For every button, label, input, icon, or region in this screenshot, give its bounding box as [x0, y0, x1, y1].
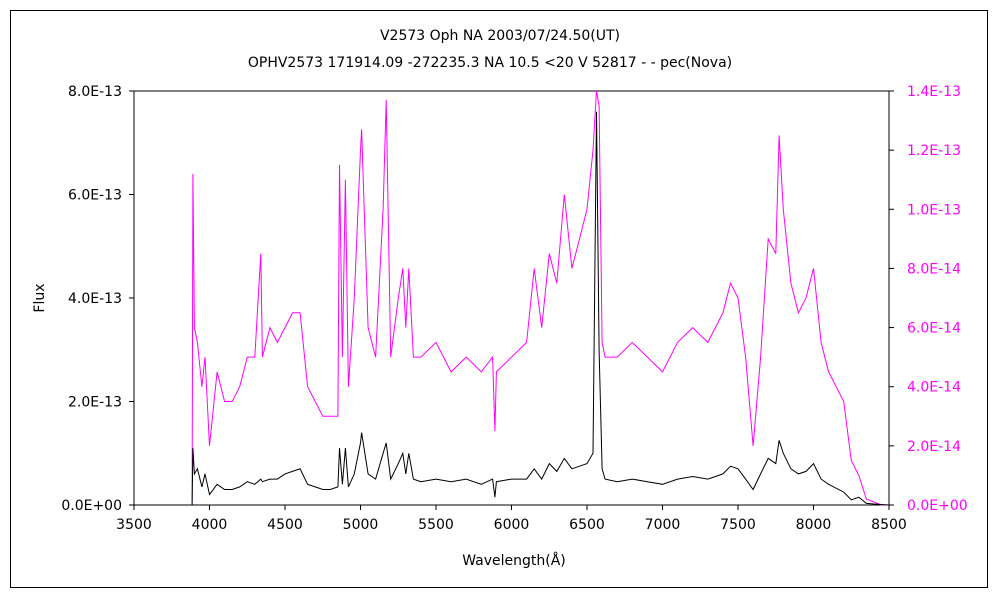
chart-subtitle: OPHV2573 171914.09 -272235.3 NA 10.5 <20…: [248, 55, 732, 71]
x-axis: 3500 4000 4500 5000 5500 6000 6500 7000 7500 8000…: [116, 505, 907, 533]
series-line-black: [191, 111, 890, 506]
x-tick-label: 4000: [192, 517, 228, 533]
chart-frame: [10, 10, 988, 588]
x-tick-label: 5000: [343, 517, 379, 533]
x-tick-label: 5500: [418, 517, 454, 533]
x-tick-label: 8500: [871, 517, 907, 533]
x-tick-label: 3500: [116, 517, 152, 533]
y-tick-label: 6.0E-13: [68, 188, 122, 204]
x-tick-label: 7000: [645, 517, 681, 533]
y2-tick-label: 4.0E-14: [907, 380, 961, 396]
y-axis-right: 0.0E+00 2.0E-14 4.0E-14 6.0E-14 8.0E-14 1.0E-…: [889, 84, 968, 514]
y2-tick-label: 0.0E+00: [907, 498, 968, 514]
y-tick-label: 2.0E-13: [68, 395, 122, 411]
y2-tick-label: 1.4E-13: [907, 84, 961, 100]
y-axis-left: 0.0E+00 2.0E-13 4.0E-13 6.0E-13 8.0E-13: [61, 84, 134, 514]
y2-tick-label: 8.0E-14: [907, 261, 961, 277]
y2-tick-label: 1.0E-13: [907, 202, 961, 218]
series-line-magenta: [191, 90, 889, 506]
x-tick-label: 4500: [267, 517, 303, 533]
x-tick-label: 6000: [494, 517, 530, 533]
x-tick-label: 8000: [796, 517, 832, 533]
x-tick-label: 7500: [720, 517, 756, 533]
series-layer: [191, 90, 890, 506]
chart-title: V2573 Oph NA 2003/07/24.50(UT): [380, 28, 620, 44]
y-tick-label: 8.0E-13: [68, 84, 122, 100]
y2-tick-label: 6.0E-14: [907, 321, 961, 337]
x-axis-label: Wavelength(Å): [462, 552, 566, 569]
x-tick-label: 6500: [569, 517, 605, 533]
y2-tick-label: 1.2E-13: [907, 143, 961, 159]
plot-area: [133, 90, 890, 506]
plot-border: [133, 90, 890, 506]
y2-tick-label: 2.0E-14: [907, 439, 961, 455]
y-tick-label: 0.0E+00: [61, 498, 122, 514]
y-tick-label: 4.0E-13: [68, 291, 122, 307]
y-axis-label: Flux: [32, 283, 48, 312]
